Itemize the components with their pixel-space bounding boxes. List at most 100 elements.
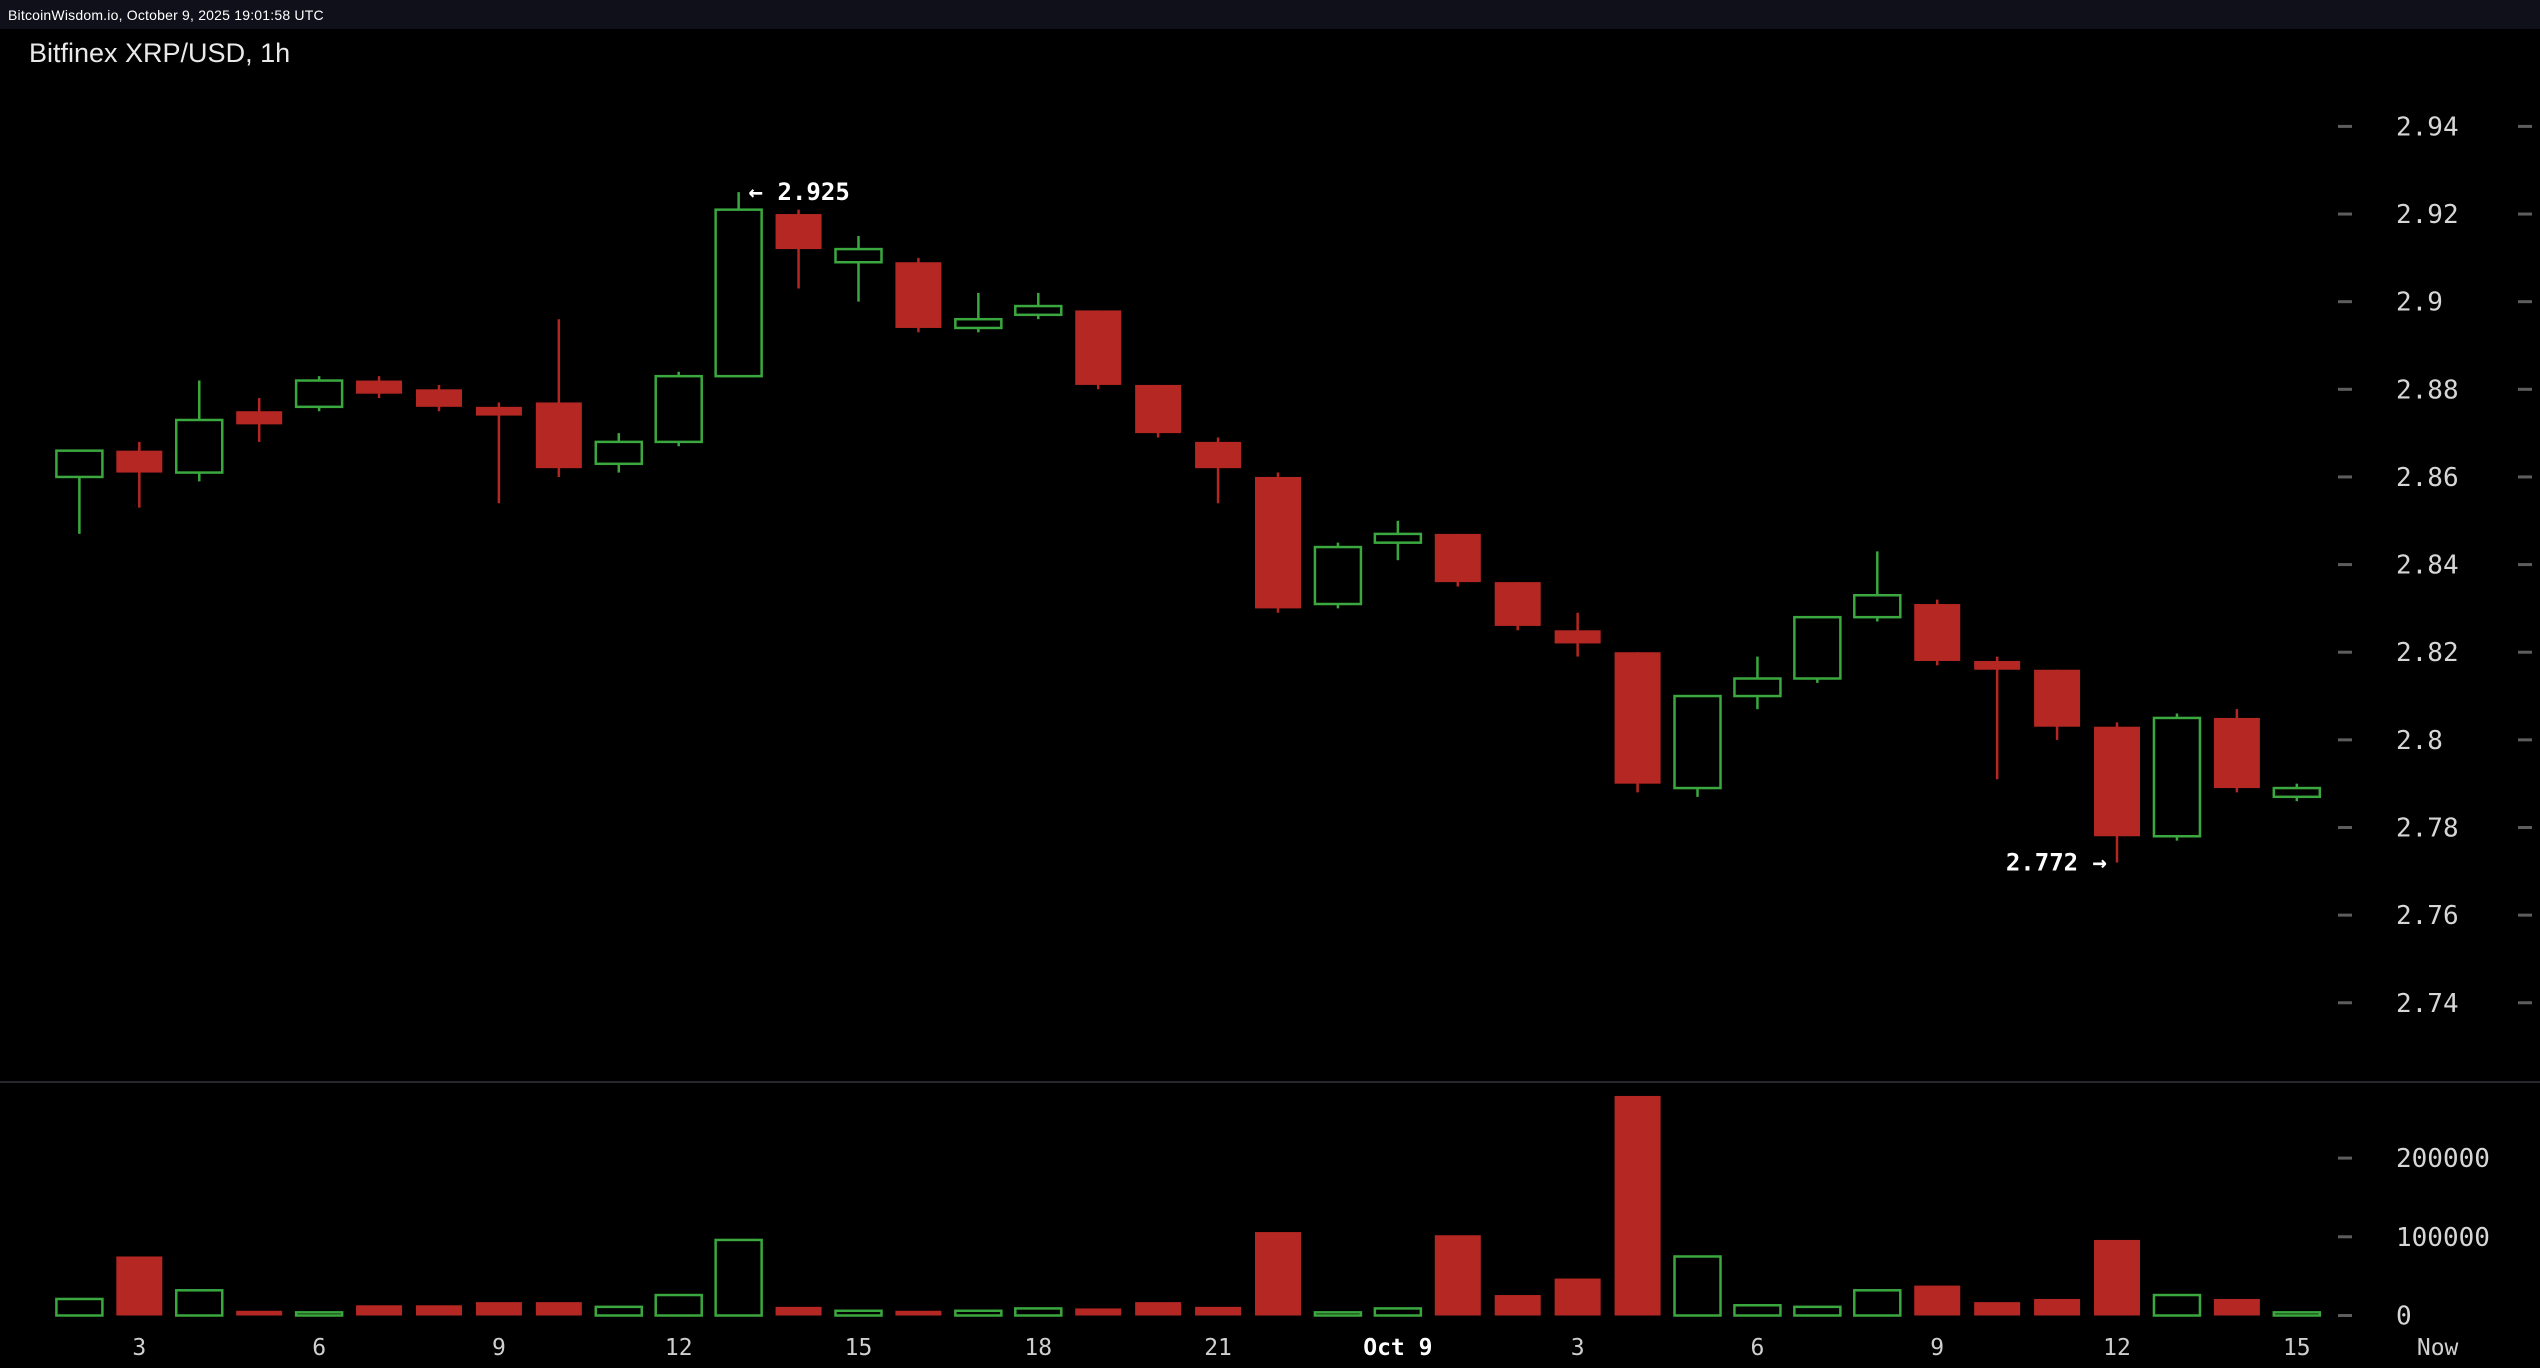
- volume-bar: [1014, 1307, 1063, 1317]
- candle-body: [654, 374, 703, 444]
- candle-body: [895, 262, 942, 328]
- volume-bar: [1673, 1255, 1722, 1317]
- time-axis-label: 15: [2283, 1335, 2311, 1361]
- volume-bar: [55, 1297, 104, 1317]
- price-annotation: 2.772 →: [2006, 849, 2107, 877]
- price-axis-label: 2.82: [2396, 638, 2459, 668]
- candle-body: [294, 379, 344, 409]
- volume-bar: [415, 1305, 462, 1316]
- price-axis-label: 2.76: [2396, 901, 2459, 931]
- volume-bar: [535, 1302, 582, 1316]
- time-axis-label: 9: [1930, 1335, 1944, 1361]
- price-axis-label: 2.84: [2396, 551, 2459, 581]
- volume-bar: [654, 1293, 703, 1317]
- volume-bar: [1914, 1285, 1961, 1316]
- candle-body: [1853, 594, 1902, 619]
- candle-body: [236, 411, 283, 425]
- time-axis-label: 15: [845, 1335, 873, 1361]
- candle-body: [1014, 304, 1063, 317]
- volume-bar: [1793, 1305, 1842, 1317]
- candle-body: [714, 208, 763, 378]
- volume-bar: [954, 1309, 1003, 1317]
- time-axis-label: 6: [1751, 1335, 1765, 1361]
- volume-bar: [1434, 1235, 1481, 1316]
- candle-body: [175, 418, 224, 474]
- candle-body: [55, 449, 104, 479]
- volume-bar: [1614, 1095, 1661, 1316]
- volume-bar: [1554, 1278, 1601, 1316]
- price-axis-label: 2.92: [2396, 200, 2459, 230]
- volume-bar: [1075, 1308, 1122, 1316]
- price-axis-label: 2.94: [2396, 112, 2459, 142]
- candle-body: [834, 247, 883, 264]
- candle-body: [1195, 441, 1242, 469]
- volume-bar: [175, 1289, 224, 1317]
- time-axis-label: 6: [312, 1335, 326, 1361]
- candle-body: [1974, 660, 2021, 670]
- time-axis-label: Now: [2417, 1335, 2459, 1361]
- volume-bar: [834, 1309, 883, 1317]
- volume-bar: [1733, 1304, 1782, 1317]
- candle-body: [2094, 726, 2141, 837]
- candle-body: [1614, 652, 1661, 784]
- candle-body: [535, 402, 582, 469]
- candle-body: [2213, 717, 2260, 789]
- candle-body: [1793, 615, 1842, 680]
- candle-body: [1135, 384, 1182, 434]
- volume-bar: [2094, 1239, 2141, 1316]
- volume-bar: [236, 1310, 283, 1316]
- candle-body: [1914, 604, 1961, 661]
- candle-body: [475, 406, 522, 416]
- candle-body: [2034, 669, 2081, 727]
- volume-bar: [294, 1311, 344, 1317]
- volume-bar: [116, 1256, 163, 1316]
- volume-bar: [2213, 1298, 2260, 1316]
- candle-body: [1255, 476, 1301, 609]
- volume-bar: [2272, 1311, 2322, 1317]
- time-axis-label: 18: [1024, 1335, 1052, 1361]
- time-axis-label: 12: [665, 1335, 693, 1361]
- candle-body: [594, 440, 644, 466]
- time-axis-label: Oct 9: [1363, 1335, 1432, 1361]
- volume-axis-label: 0: [2396, 1302, 2412, 1332]
- time-axis-label: 9: [492, 1335, 506, 1361]
- volume-bar: [1494, 1295, 1541, 1316]
- volume-bar: [1255, 1232, 1301, 1316]
- candle-body: [1494, 582, 1541, 626]
- volume-bar: [775, 1306, 822, 1316]
- candle-body: [1373, 532, 1423, 544]
- volume-axis-label: 100000: [2396, 1223, 2490, 1253]
- volume-bar: [1313, 1311, 1363, 1317]
- volume-bar: [2034, 1298, 2081, 1316]
- price-axis-label: 2.78: [2396, 813, 2459, 843]
- volume-bar: [1135, 1302, 1182, 1316]
- time-axis-label: 21: [1204, 1335, 1232, 1361]
- volume-bar: [356, 1305, 403, 1316]
- chart-title: Bitfinex XRP/USD, 1h: [29, 38, 291, 68]
- volume-bar: [2152, 1293, 2202, 1317]
- candle-body: [1313, 545, 1363, 606]
- candle-body: [1733, 677, 1782, 698]
- price-axis-label: 2.9: [2396, 288, 2443, 318]
- volume-axis-label: 200000: [2396, 1144, 2490, 1174]
- price-axis-label: 2.74: [2396, 989, 2459, 1019]
- price-annotation: ← 2.925: [749, 178, 850, 206]
- volume-bar: [475, 1302, 522, 1316]
- candle-body: [1554, 630, 1601, 644]
- candle-body: [775, 214, 822, 250]
- volume-bar: [1974, 1302, 2021, 1316]
- volume-bar: [895, 1310, 942, 1316]
- price-axis-label: 2.8: [2396, 726, 2443, 756]
- time-axis-label: 12: [2103, 1335, 2131, 1361]
- time-axis-label: 3: [132, 1335, 146, 1361]
- candle-body: [1434, 533, 1481, 583]
- candle-body: [1075, 310, 1122, 385]
- status-bar: BitcoinWisdom.io, October 9, 2025 19:01:…: [0, 0, 2540, 29]
- candle-body: [1673, 694, 1722, 790]
- price-axis-label: 2.86: [2396, 463, 2459, 493]
- status-bar-text: BitcoinWisdom.io, October 9, 2025 19:01:…: [8, 6, 324, 23]
- candle-body: [954, 317, 1003, 330]
- volume-bar: [1853, 1289, 1902, 1317]
